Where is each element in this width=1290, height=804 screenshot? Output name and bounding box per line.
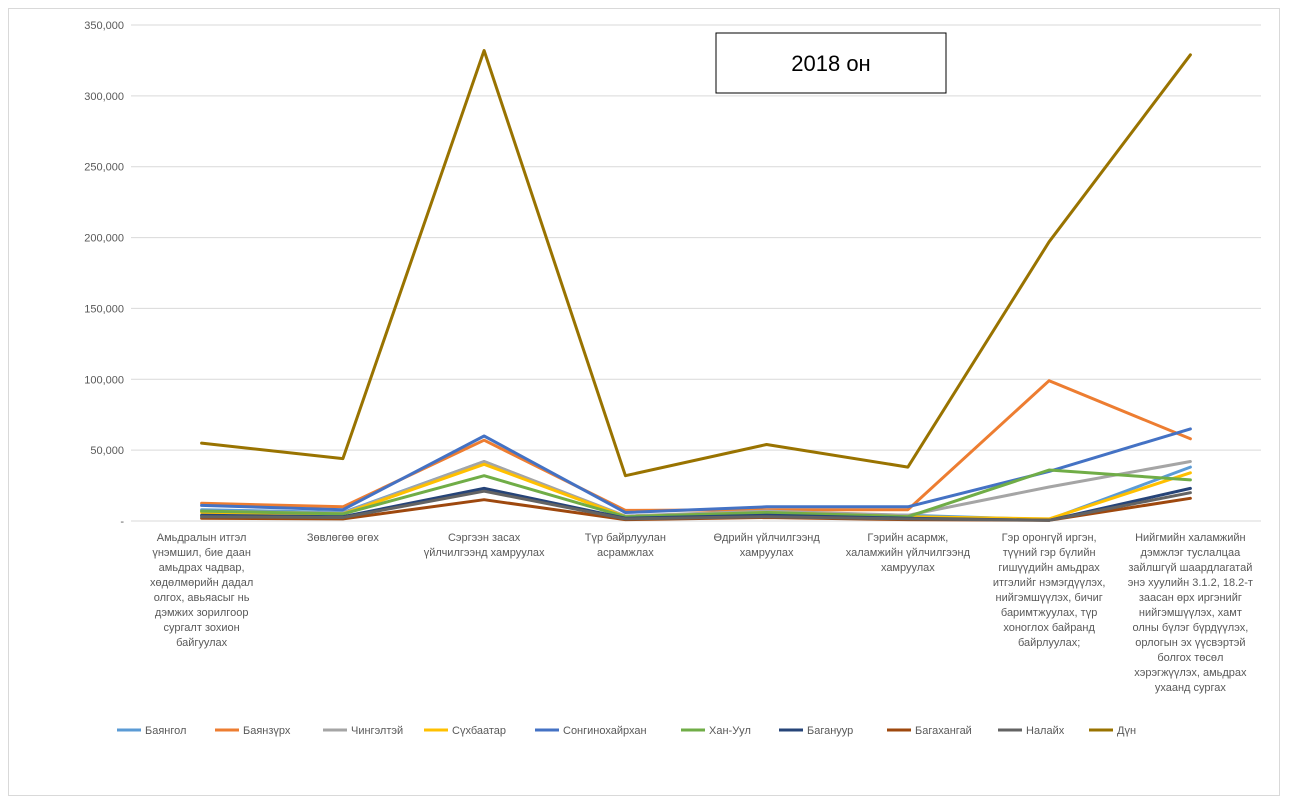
category-label-line: хөдөлмөрийн дадал <box>150 577 253 589</box>
category-label-line: дэмжих зорилгоор <box>155 607 249 619</box>
line-chart: - 50,000 100,000 150,000 200,000 250,000 300,0… <box>84 20 1261 737</box>
series-line-2 <box>200 460 1192 518</box>
category-label-line: нийгэмшүүлэх, хамт <box>1139 607 1242 619</box>
category-label-line: олгох, авьяасыг нь <box>154 592 250 604</box>
category-label-line: Өдрийн үйлчилгээнд <box>713 532 820 544</box>
category-label-line: үйлчилгээнд хамруулах <box>424 547 545 559</box>
y-tick-label: 300,000 <box>84 91 124 103</box>
series-line-9 <box>200 49 1192 478</box>
category-label: Зөвлөгөө өгөх <box>307 532 379 544</box>
category-label-line: орлогын эх үүсвэртэй <box>1135 637 1245 649</box>
category-label: Нийгмийн халамжийн дэмжлэг туслалцаа зайлш… <box>1128 532 1253 694</box>
series-line-8 <box>200 489 1192 522</box>
category-label-line: Гэрийн асармж, <box>867 532 948 544</box>
category-label-line: асрамжлах <box>597 547 654 559</box>
legend-label: Сүхбаатар <box>452 725 506 737</box>
category-label-line: итгэлийг нэмэгдүүлэх, <box>993 577 1106 589</box>
category-label-line: Амьдралын итгэл <box>157 532 247 544</box>
category-label: Түр байрлуулан асрамжлах <box>585 532 666 559</box>
category-label-line: баримтжуулах, түр <box>1001 607 1097 619</box>
category-label-line: зайлшгүй шаардлагатай <box>1128 562 1252 574</box>
category-label: Амьдралын итгэл үнэмшил, бие даан амьдрах … <box>150 532 253 649</box>
category-label-line: байрлуулах; <box>1018 637 1080 649</box>
y-tick-label: 250,000 <box>84 162 124 174</box>
category-label-line: халамжийн үйлчилгээнд <box>846 547 971 559</box>
category-label-line: Зөвлөгөө өгөх <box>307 532 379 544</box>
y-tick-label: - <box>120 516 124 528</box>
category-label-line: Гэр оронгүй иргэн, <box>1002 532 1097 544</box>
category-label: Өдрийн үйлчилгээнд хамруулах <box>713 532 820 559</box>
chart-title-box <box>715 32 947 94</box>
category-label: Сэргээн засах үйлчилгээнд хамруулах <box>424 532 545 559</box>
legend-label: Баянзүрх <box>243 725 291 737</box>
legend-label: Дүн <box>1117 725 1136 737</box>
chart-title: 2018 он <box>791 51 870 76</box>
category-label-line: сургалт зохион <box>164 622 240 634</box>
legend-label: Хан-Уул <box>709 725 751 737</box>
category-label-line: ухаанд сургах <box>1155 682 1227 694</box>
category-label-line: олны бүлэг бүрдүүлэх, <box>1132 622 1248 634</box>
category-label-line: үнэмшил, бие даан <box>152 547 251 559</box>
category-label-line: хамруулах <box>740 547 794 559</box>
category-label-line: нийгэмшүүлэх, бичиг <box>996 592 1103 604</box>
category-label-line: түүний гэр бүлийн <box>1003 547 1096 559</box>
category-label-line: амьдрах чадвар, <box>159 562 245 574</box>
category-label-line: дэмжлэг туслалцаа <box>1141 547 1242 559</box>
category-label-line: болгох төсөл <box>1157 652 1223 664</box>
legend-label: Багануур <box>807 725 853 737</box>
chart-frame: - 50,000 100,000 150,000 200,000 250,000 300,0… <box>8 8 1280 796</box>
y-tick-label: 350,000 <box>84 20 124 32</box>
category-label: Гэрийн асармж, халамжийн үйлчилгээнд хамру… <box>846 532 971 574</box>
category-label-line: хэрэгжүүлэх, амьдрах <box>1134 667 1247 679</box>
series-line-1 <box>200 379 1192 512</box>
category-label-line: хамруулах <box>881 562 935 574</box>
legend-label: Багахангай <box>915 725 972 737</box>
category-label-line: гишүүдийн амьдрах <box>998 562 1100 574</box>
y-tick-label: 100,000 <box>84 374 124 386</box>
category-label-line: Нийгмийн халамжийн <box>1135 532 1246 544</box>
category-label-line: хоноглох байранд <box>1003 622 1095 634</box>
legend-label: Налайх <box>1026 725 1065 737</box>
legend-label: Чингэлтэй <box>351 725 403 737</box>
legend-label: Сонгинохайрхан <box>563 725 647 737</box>
y-tick-label: 150,000 <box>84 303 124 315</box>
category-label-line: заасан өрх иргэнийг <box>1139 592 1242 604</box>
category-label-line: Түр байрлуулан <box>585 532 666 544</box>
series-line-5 <box>200 468 1192 519</box>
y-tick-label: 200,000 <box>84 233 124 245</box>
category-label: Гэр оронгүй иргэн, түүний гэр бүлийн гишүү… <box>993 532 1106 649</box>
category-label-line: энэ хуулийн 3.1.2, 18.2-т <box>1128 577 1253 589</box>
y-tick-label: 50,000 <box>90 445 124 457</box>
category-label-line: байгуулах <box>176 637 228 649</box>
legend-label: Баянгол <box>145 725 186 737</box>
category-label-line: Сэргээн засах <box>448 532 521 544</box>
